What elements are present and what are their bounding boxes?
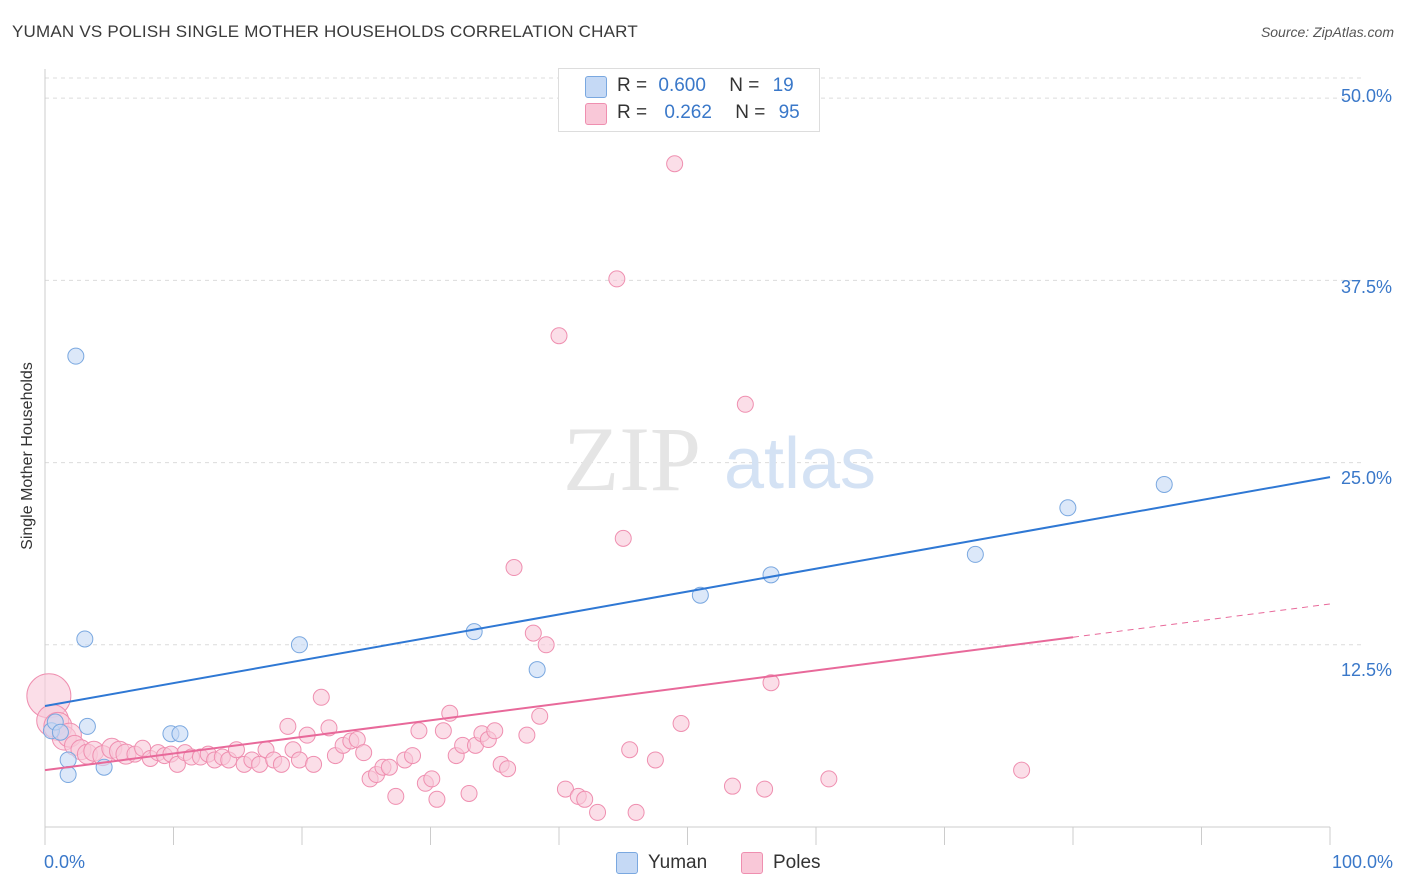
poles-point — [410, 722, 428, 740]
yuman-points — [42, 347, 1173, 784]
poles-point — [756, 780, 774, 798]
yuman-r-value: 0.600 — [658, 75, 706, 96]
legend-item-poles: Poles — [741, 852, 821, 874]
poles-r-value: 0.262 — [664, 102, 712, 123]
yuman-trendline — [44, 476, 1331, 707]
yuman-swatch-icon — [585, 76, 607, 98]
yuman-point — [51, 723, 69, 741]
x-tick-label-max: 100.0% — [1331, 852, 1393, 872]
poles-point — [537, 636, 555, 654]
poles-point — [1013, 761, 1031, 779]
poles-trendline-extension — [1072, 603, 1331, 638]
poles-point — [312, 688, 330, 706]
yuman-point — [67, 347, 85, 365]
chart-title: YUMAN VS POLISH SINGLE MOTHER HOUSEHOLDS… — [12, 22, 638, 41]
poles-point — [423, 770, 441, 788]
poles-points — [26, 155, 1031, 821]
poles-n-value: 95 — [778, 102, 800, 123]
poles-legend-icon — [741, 852, 763, 874]
watermark-atlas: atlas — [724, 424, 876, 504]
poles-swatch-icon — [585, 103, 607, 125]
poles-point — [608, 270, 626, 288]
yuman-legend-icon — [616, 852, 638, 874]
yuman-point — [59, 766, 77, 784]
poles-point — [666, 155, 684, 173]
poles-point — [614, 529, 632, 547]
poles-point — [387, 787, 405, 805]
legend-item-yuman: Yuman — [616, 852, 707, 874]
poles-point — [272, 755, 290, 773]
r-label: R = — [617, 75, 648, 96]
n-label: N = — [735, 102, 766, 123]
poles-point — [279, 717, 297, 735]
legend-label-yuman: Yuman — [648, 852, 708, 873]
poles-point — [627, 803, 645, 821]
gridlines — [45, 77, 1365, 646]
yuman-point — [78, 717, 96, 735]
trendlines — [44, 476, 1331, 772]
poles-point — [434, 722, 452, 740]
poles-point — [621, 741, 639, 759]
poles-trendline — [44, 636, 1074, 772]
poles-point — [320, 719, 338, 737]
poles-point — [531, 707, 549, 725]
poles-point — [576, 790, 594, 808]
poles-point — [486, 722, 504, 740]
poles-point — [380, 758, 398, 776]
yuman-point — [966, 545, 984, 563]
poles-point — [355, 744, 373, 762]
y-tick-label-25: 25.0% — [1340, 468, 1392, 488]
watermark-zip: ZIP — [563, 408, 701, 510]
y-tick-label-50: 50.0% — [1340, 86, 1392, 106]
yuman-n-value: 19 — [772, 75, 794, 96]
poles-point — [646, 751, 664, 769]
yuman-point — [1059, 499, 1077, 517]
yuman-point — [171, 725, 189, 743]
poles-point — [672, 715, 690, 733]
n-label: N = — [729, 75, 760, 96]
y-tick-label-37-5: 37.5% — [1340, 277, 1392, 297]
poles-point — [820, 770, 838, 788]
poles-point — [168, 755, 186, 773]
poles-point — [305, 755, 323, 773]
yuman-point — [691, 586, 709, 604]
poles-point — [723, 777, 741, 795]
y-tick-label-12-5: 12.5% — [1340, 660, 1392, 680]
poles-point — [290, 751, 308, 769]
poles-point — [518, 726, 536, 744]
yuman-point — [76, 630, 94, 648]
yuman-point — [465, 623, 483, 641]
poles-point — [589, 803, 607, 821]
r-label: R = — [617, 102, 648, 123]
poles-point — [550, 327, 568, 345]
poles-point — [460, 784, 478, 802]
yuman-point — [528, 661, 546, 679]
poles-point — [505, 559, 523, 577]
poles-point — [428, 790, 446, 808]
yuman-point — [290, 636, 308, 654]
poles-point — [736, 395, 754, 413]
source-credit: Source: ZipAtlas.com — [1260, 24, 1394, 40]
legend-label-poles: Poles — [773, 852, 821, 873]
x-tick-label-min: 0.0% — [44, 852, 86, 872]
correlation-legend: R = 0.600 N = 19 R = 0.262 N = 95 — [558, 68, 820, 132]
poles-point — [762, 674, 780, 692]
yuman-point — [1155, 475, 1173, 493]
poles-point — [499, 760, 517, 778]
poles-point — [251, 755, 269, 773]
poles-point — [524, 624, 542, 642]
poles-point — [404, 747, 422, 765]
poles-point — [556, 780, 574, 798]
